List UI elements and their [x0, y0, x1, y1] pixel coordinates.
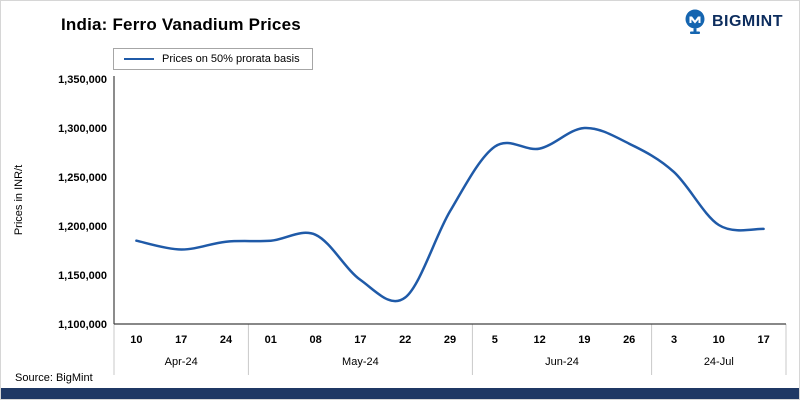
x-tick-label: 10 [130, 334, 142, 346]
legend-line-swatch [124, 58, 154, 60]
legend-label: Prices on 50% prorata basis [162, 53, 300, 65]
bigmint-logo-icon [685, 9, 705, 34]
x-tick-label: 22 [399, 334, 411, 346]
month-label: 24-Jul [704, 356, 734, 368]
x-tick-label: 10 [713, 334, 725, 346]
x-tick-label: 08 [309, 334, 321, 346]
month-label: Apr-24 [165, 356, 198, 368]
source-note: Source: BigMint [15, 372, 93, 384]
x-tick-label: 24 [220, 334, 233, 346]
x-tick-label: 5 [492, 334, 498, 346]
y-tick-label: 1,350,000 [58, 74, 107, 86]
legend: Prices on 50% prorata basis [113, 48, 313, 70]
x-tick-label: 12 [533, 334, 545, 346]
y-tick-label: 1,300,000 [58, 123, 107, 135]
y-tick-label: 1,100,000 [58, 319, 107, 331]
month-label: May-24 [342, 356, 379, 368]
month-label: Jun-24 [545, 356, 579, 368]
price-series-line [135, 126, 765, 303]
x-tick-label: 3 [671, 334, 677, 346]
bigmint-logo: BIGMINT [683, 9, 783, 35]
x-tick-label: 19 [578, 334, 590, 346]
bigmint-logo-text: BIGMINT [711, 13, 783, 30]
x-tick-label: 01 [265, 334, 277, 346]
x-tick-label: 17 [354, 334, 366, 346]
bottom-brand-bar [1, 388, 799, 399]
x-tick-label: 26 [623, 334, 635, 346]
page-title: India: Ferro Vanadium Prices [61, 15, 301, 34]
y-tick-label: 1,250,000 [58, 172, 107, 184]
y-tick-label: 1,200,000 [58, 221, 107, 233]
x-tick-label: 29 [444, 334, 456, 346]
x-tick-label: 17 [757, 334, 769, 346]
x-tick-label: 17 [175, 334, 187, 346]
y-tick-label: 1,150,000 [58, 270, 107, 282]
